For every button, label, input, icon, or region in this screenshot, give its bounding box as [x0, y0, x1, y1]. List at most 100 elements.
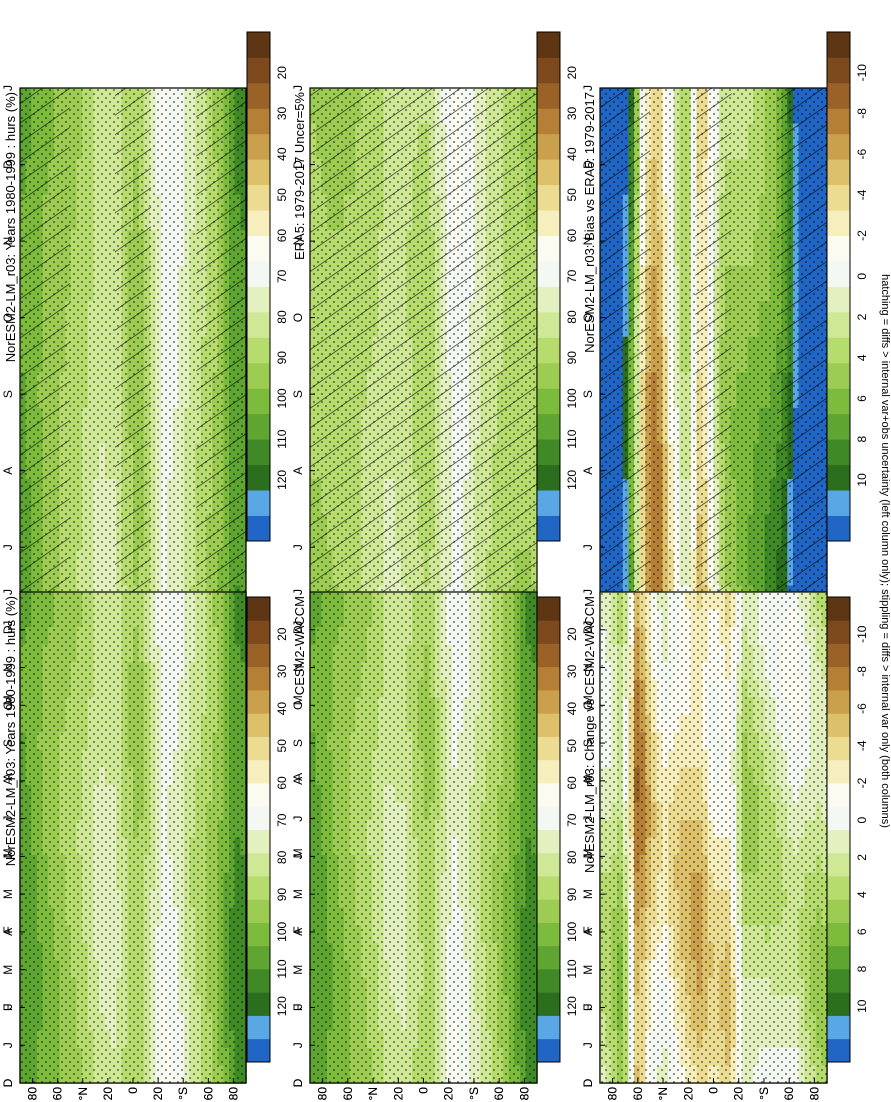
x-tick-label: J	[291, 1042, 305, 1048]
x-tick-label: D	[291, 160, 305, 169]
y-tick-label: 20	[151, 1087, 165, 1101]
y-tick-label: 0	[126, 1087, 140, 1094]
colorbar-tick-label: 90	[565, 351, 579, 365]
colorbar-swatch	[537, 464, 560, 491]
x-tick-label: D	[1, 625, 15, 634]
stippling-overlay	[310, 592, 537, 1083]
colorbar-frame	[536, 31, 561, 542]
colorbar-tick-label: 30	[565, 106, 579, 120]
colorbar-swatch	[537, 666, 560, 691]
colorbar-swatch	[247, 413, 270, 440]
colorbar-swatch	[247, 945, 270, 970]
colorbar-swatch	[247, 690, 270, 714]
y-tick-label: 80	[517, 1087, 531, 1101]
colorbar-swatch	[537, 899, 560, 923]
colorbar-tick-label: 40	[275, 147, 289, 161]
x-tick-label: O	[291, 313, 305, 322]
colorbar-swatch	[247, 159, 270, 186]
colorbar-tick-label: 80	[565, 850, 579, 864]
x-tick-label: M	[1, 889, 15, 899]
colorbar-swatch	[537, 620, 560, 644]
y-tick-label: 20	[442, 1087, 456, 1101]
colorbar-swatch	[537, 286, 560, 313]
colorbar-swatch	[537, 362, 560, 389]
y-tick-label: °N	[76, 1087, 90, 1100]
colorbar-swatch	[537, 337, 560, 364]
colorbar-swatch	[247, 133, 270, 160]
y-tick-label: 20	[151, 1087, 165, 1101]
colorbar-swatch	[247, 713, 270, 737]
y-tick-label: °N	[76, 1087, 90, 1100]
colorbar-tick-label: 90	[275, 351, 289, 365]
x-tick-label: M	[291, 889, 305, 899]
colorbar-swatch	[537, 643, 560, 668]
y-tick-label: 80	[316, 1087, 330, 1101]
colorbar-swatch	[247, 1015, 270, 1040]
colorbar-swatch	[537, 32, 560, 58]
colorbar-swatch	[537, 490, 560, 516]
colorbar-tick-label: 70	[275, 269, 289, 283]
colorbar-swatch	[247, 759, 270, 784]
y-tick-label: 60	[492, 1087, 506, 1101]
y-tick-label: °S	[176, 1087, 190, 1100]
x-tick-label: A	[291, 467, 305, 475]
colorbar-tick-label: 90	[565, 888, 579, 902]
x-tick-label: A	[291, 928, 305, 936]
colorbar-swatch	[247, 597, 270, 621]
x-tick-label: D	[1, 1078, 15, 1087]
x-tick-label: J	[1, 816, 15, 822]
y-tick-label: °S	[176, 1087, 190, 1100]
colorbar-swatch	[247, 620, 270, 644]
colorbar-tick-label: 30	[275, 106, 289, 120]
y-tick-label: 80	[517, 1087, 531, 1101]
colorbar-tick-label: 50	[275, 739, 289, 753]
colorbar-swatch	[537, 597, 560, 621]
x-tick-label: D	[1, 1078, 15, 1087]
colorbar-tick-label: 80	[565, 310, 579, 324]
colorbar-tick-label: 100	[275, 921, 289, 941]
x-tick-label: J	[1, 1042, 15, 1048]
x-tick-label: M	[1, 965, 15, 975]
colorbar-swatch	[537, 311, 560, 338]
stippling-overlay	[20, 592, 246, 1083]
x-tick-label: J	[291, 589, 305, 595]
colorbar-swatch	[537, 922, 560, 947]
colorbar-swatch	[247, 969, 270, 993]
x-tick-label: F	[291, 1004, 305, 1011]
x-tick-label: N	[1, 663, 15, 672]
x-tick-label: J	[1, 589, 15, 595]
colorbar-swatch	[537, 184, 560, 211]
x-tick-label: N	[291, 663, 305, 672]
colorbar-swatch	[247, 643, 270, 668]
y-tick-label: 60	[341, 1087, 355, 1101]
colorbar-tick-label: 110	[565, 429, 579, 448]
colorbar-swatch	[247, 82, 270, 109]
x-tick-label: J	[291, 853, 305, 859]
x-tick-label: D	[291, 625, 305, 634]
colorbar-tick-label: 90	[275, 888, 289, 902]
colorbar-swatch	[537, 713, 560, 737]
colorbar-swatch	[537, 159, 560, 186]
colorbar-tick-label: 30	[275, 664, 289, 678]
colorbar-swatch	[247, 57, 270, 84]
y-tick-label: °N	[366, 1087, 380, 1100]
colorbar-swatch	[537, 108, 560, 135]
colorbar-tick-label: 40	[565, 702, 579, 716]
y-tick-label: 60	[51, 1087, 65, 1101]
y-tick-label: °S	[467, 1087, 481, 1100]
x-tick-label: S	[1, 390, 15, 398]
colorbar-swatch	[537, 876, 560, 900]
y-tick-label: 60	[201, 1087, 215, 1101]
x-tick-label: A	[1, 777, 15, 785]
colorbar-swatch	[247, 337, 270, 364]
colorbar-tick-label: 100	[275, 388, 289, 408]
colorbar-swatch	[537, 945, 560, 970]
colorbar-swatch	[247, 515, 270, 542]
y-tick-label: 20	[101, 1087, 115, 1101]
colorbar-swatch	[537, 235, 560, 262]
y-tick-label: 20	[391, 1087, 405, 1101]
x-tick-label: J	[291, 621, 305, 627]
colorbar-swatch	[537, 413, 560, 440]
colorbar-tick-label: 50	[565, 188, 579, 202]
